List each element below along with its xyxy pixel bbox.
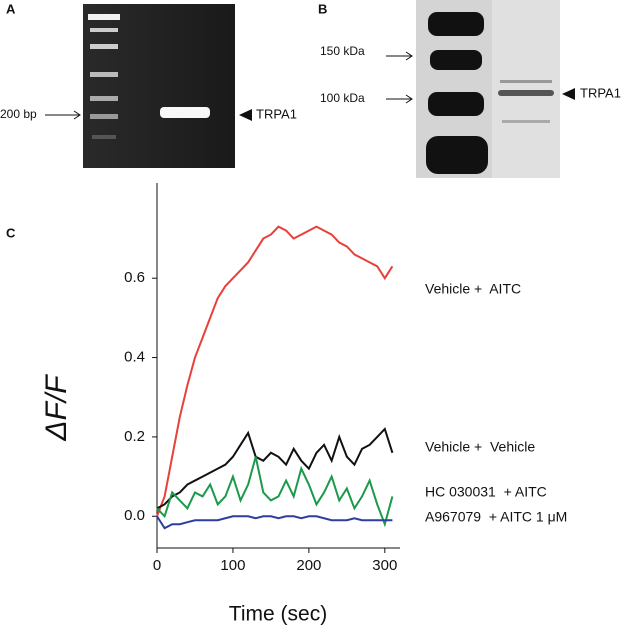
panel-label: C xyxy=(6,225,16,240)
series-line xyxy=(156,427,394,510)
band-pointer xyxy=(239,109,252,121)
series-label: HC 030031 + AITC xyxy=(425,484,547,500)
series-label: Vehicle + AITC xyxy=(425,281,521,297)
y-axis-label: ΔF/F xyxy=(40,374,73,442)
size-marker: 200 bp xyxy=(0,107,37,121)
x-tick-label: 300 xyxy=(372,557,397,574)
band-label: TRPA1 xyxy=(256,106,297,121)
blot-image xyxy=(416,0,560,178)
arrow-head xyxy=(73,110,81,120)
y-tick-label: 0.4 xyxy=(124,349,145,366)
series-label: Vehicle + Vehicle xyxy=(425,439,535,455)
band-label: TRPA1 xyxy=(580,85,621,100)
panel-label: A xyxy=(6,1,16,16)
x-tick-label: 100 xyxy=(220,557,245,574)
panel-label: B xyxy=(318,1,327,16)
series-line xyxy=(156,515,393,530)
arrow-head xyxy=(405,94,413,104)
y-tick-label: 0.6 xyxy=(124,269,145,286)
series-line xyxy=(156,456,394,528)
x-tick-label: 0 xyxy=(153,557,161,574)
series-line xyxy=(156,225,394,517)
plot: 0.0 0.2 0.4 0.6 0 100 200 300 Vehicle + AITC Vehi… xyxy=(124,183,567,574)
arrow-head xyxy=(405,51,413,61)
y-tick-label: 0.2 xyxy=(124,428,145,445)
x-tick-label: 200 xyxy=(296,557,321,574)
gel-image xyxy=(83,4,235,168)
series-label: A967079 + AITC 1 μM xyxy=(425,509,567,525)
band-pointer xyxy=(562,88,575,100)
size-marker: 100 kDa xyxy=(320,91,365,105)
x-axis-label: Time (sec) xyxy=(229,603,327,626)
y-tick-label: 0.0 xyxy=(124,507,145,524)
size-marker: 150 kDa xyxy=(320,44,365,58)
